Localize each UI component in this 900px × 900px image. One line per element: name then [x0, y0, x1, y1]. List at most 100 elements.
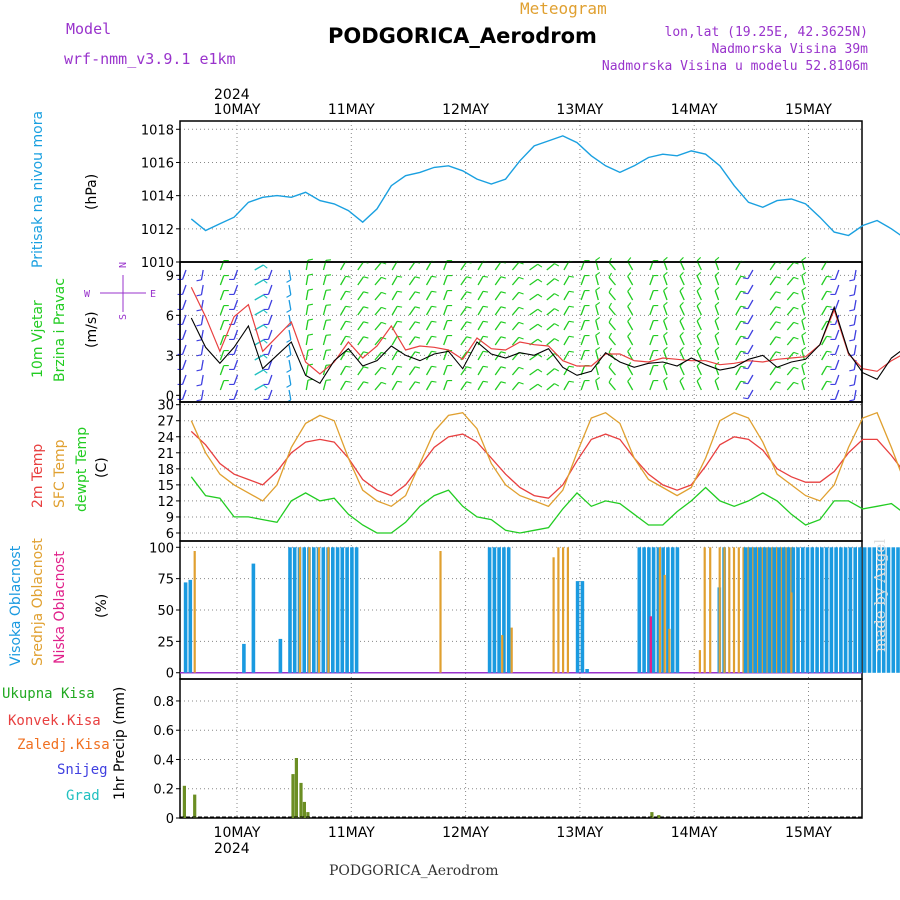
wind-barb-flag: [775, 291, 781, 294]
wind-barb-flag: [714, 256, 720, 262]
wind-barb: [511, 306, 520, 316]
wind-barb: [340, 381, 347, 391]
cloud-bar-high: [753, 547, 757, 673]
precip-bar: [294, 758, 298, 818]
wind-compass: N S W E: [84, 262, 156, 320]
wind-barb: [735, 321, 742, 331]
wind-barb-flag: [381, 276, 387, 280]
wind-gust-line: [190, 287, 900, 375]
wind-barb-flag: [196, 369, 202, 372]
year-label-bottom: 2024: [214, 841, 250, 857]
wind-barb: [580, 335, 586, 346]
wind-barb-flag: [307, 333, 314, 336]
cloud-bar-high: [781, 547, 786, 673]
wind-barb: [529, 368, 539, 376]
wind-barb-flag: [554, 323, 560, 327]
wind-barb: [233, 344, 239, 355]
top-day-label: 10MAY: [214, 102, 261, 118]
wind-barb: [340, 276, 347, 286]
wind-barb-flag: [595, 376, 601, 381]
wind-barb-flag: [627, 257, 632, 262]
wind-barb-flag: [793, 276, 799, 280]
wind-barb: [821, 306, 828, 316]
cloud-bar-high: [758, 547, 762, 673]
wind-barb: [494, 336, 502, 346]
wind-barb: [801, 290, 806, 301]
wind-barb-flag: [482, 350, 489, 353]
wind-barb: [322, 350, 327, 361]
wind-barb-flag: [663, 271, 668, 277]
wind-barb: [288, 299, 292, 310]
wind-barb: [357, 381, 365, 391]
wind-barb-flag: [595, 346, 601, 351]
wind-barb-flag: [466, 381, 472, 384]
wind-barb: [288, 329, 292, 340]
wind-barb-flag: [196, 309, 202, 312]
cloud-bar-high: [492, 547, 497, 673]
wind-barb-flag: [801, 256, 807, 261]
bottom-day-labels: 10MAY 11MAY 12MAY 13MAY 14MAY 15MAY: [214, 825, 833, 841]
wind-barb-flag: [537, 368, 543, 373]
wind-barb-flag: [196, 279, 202, 282]
wind-barb-flag: [679, 271, 684, 277]
wind-barb-flag: [568, 335, 574, 338]
wind-barb-flag: [263, 384, 268, 389]
cloud-bar-mid: [756, 547, 759, 673]
precip-axis-title: 1hr Precip (mm): [112, 687, 128, 800]
wind-barb-flag: [793, 336, 799, 340]
wind-barb-flag: [742, 322, 749, 325]
wind-barb: [443, 380, 448, 391]
wind-barb: [408, 261, 416, 271]
bottom-day-label: 13MAY: [556, 825, 603, 841]
wind-barb-flag: [696, 286, 702, 292]
wind-barb: [357, 321, 365, 331]
wind-barb: [254, 264, 264, 271]
wind-speed-line: [190, 305, 900, 385]
wind-barb: [233, 359, 239, 370]
wind-barb: [322, 305, 327, 316]
wind-barb: [679, 290, 685, 301]
wind-barb: [563, 351, 570, 361]
wind-barb-flag: [537, 293, 543, 298]
wind-barb-flag: [740, 350, 746, 353]
wind-barb-flag: [345, 275, 351, 278]
cloud-axis-title-3: Niska Oblacnost: [52, 551, 68, 664]
wind-barb-flag: [363, 321, 369, 324]
wind-barb: [853, 329, 857, 340]
cloud-bar-high: [748, 547, 753, 673]
wind-barb: [511, 291, 520, 301]
wind-barb-flag: [345, 380, 351, 383]
wind-barb: [696, 290, 702, 301]
wind-barb-flag: [381, 321, 387, 325]
cloud-bar-high: [886, 547, 891, 673]
wind-barb-flag: [325, 379, 332, 381]
wind-barb: [546, 383, 555, 391]
wind-barb: [662, 335, 668, 346]
wind-barb: [608, 276, 616, 286]
cloud-axis-title-2: Srednja Oblacnost: [30, 538, 46, 666]
wind-barb: [627, 321, 634, 331]
cloud-bar-high: [188, 579, 193, 673]
wind-barb: [477, 321, 484, 331]
wind-barb: [305, 380, 309, 391]
wind-barb: [357, 306, 365, 316]
wind-barb-flag: [482, 365, 489, 368]
wind-barb: [425, 276, 433, 286]
wind-barb-flag: [263, 339, 268, 344]
wind-barb-flag: [608, 302, 612, 308]
wind-barb-flag: [325, 259, 332, 261]
wind-barb: [529, 263, 539, 271]
wind-barb-flag: [826, 350, 832, 353]
wind-barb-flag: [849, 369, 855, 372]
wind-barb-flag: [826, 335, 832, 338]
wind-barb-flag: [568, 275, 574, 278]
y-tick-label: 1016: [141, 156, 174, 171]
cloud-bar-high: [340, 547, 345, 673]
pressure-unit: (hPa): [84, 174, 100, 210]
panel-frame-precip: [179, 678, 863, 819]
wind-barb-flag: [627, 377, 632, 382]
wind-barb: [288, 269, 292, 280]
cloud-bar-high: [896, 547, 900, 673]
wind-barb-flag: [414, 276, 421, 279]
wind-barb-flag: [263, 264, 268, 269]
